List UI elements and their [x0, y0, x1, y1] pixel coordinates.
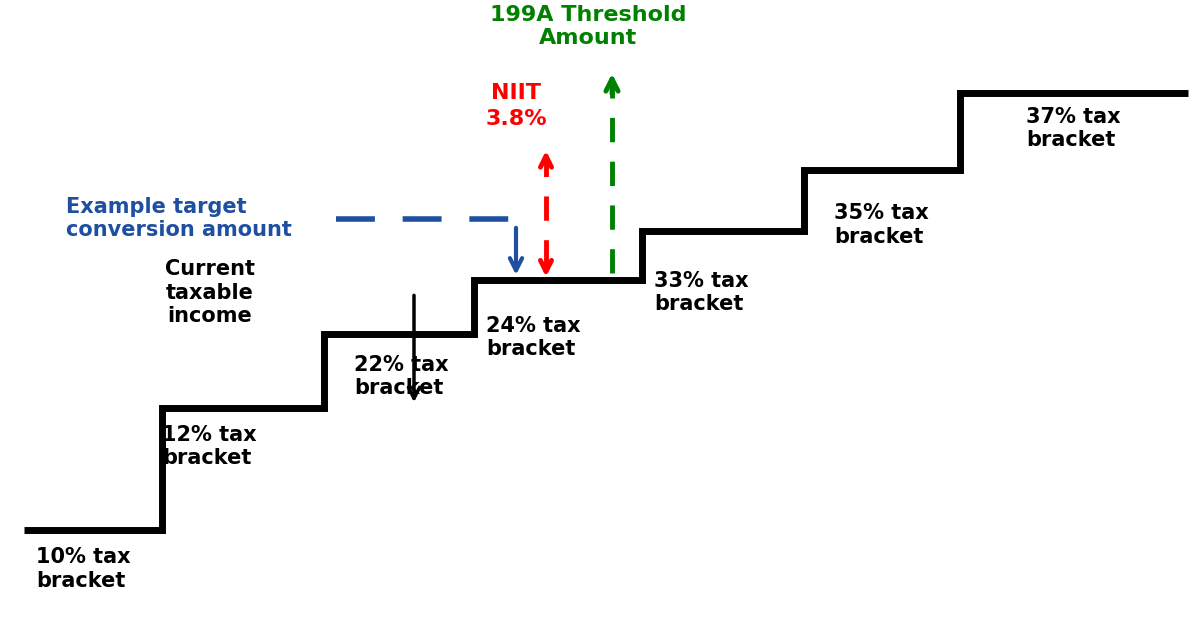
Text: 24% tax
bracket: 24% tax bracket — [486, 316, 581, 359]
Text: 10% tax
bracket: 10% tax bracket — [36, 547, 131, 591]
Text: 35% tax
bracket: 35% tax bracket — [834, 203, 929, 247]
Text: 37% tax
bracket: 37% tax bracket — [1026, 107, 1121, 150]
Text: 12% tax
bracket: 12% tax bracket — [162, 425, 257, 469]
Text: Example target
conversion amount: Example target conversion amount — [66, 197, 292, 240]
Text: 3.8%: 3.8% — [485, 109, 547, 129]
Text: NIIT: NIIT — [491, 83, 541, 103]
Text: 22% tax
bracket: 22% tax bracket — [354, 354, 449, 398]
Text: 33% tax
bracket: 33% tax bracket — [654, 271, 749, 314]
Text: Current
taxable
income: Current taxable income — [166, 259, 256, 326]
Text: 199A Threshold
Amount: 199A Threshold Amount — [490, 5, 686, 48]
